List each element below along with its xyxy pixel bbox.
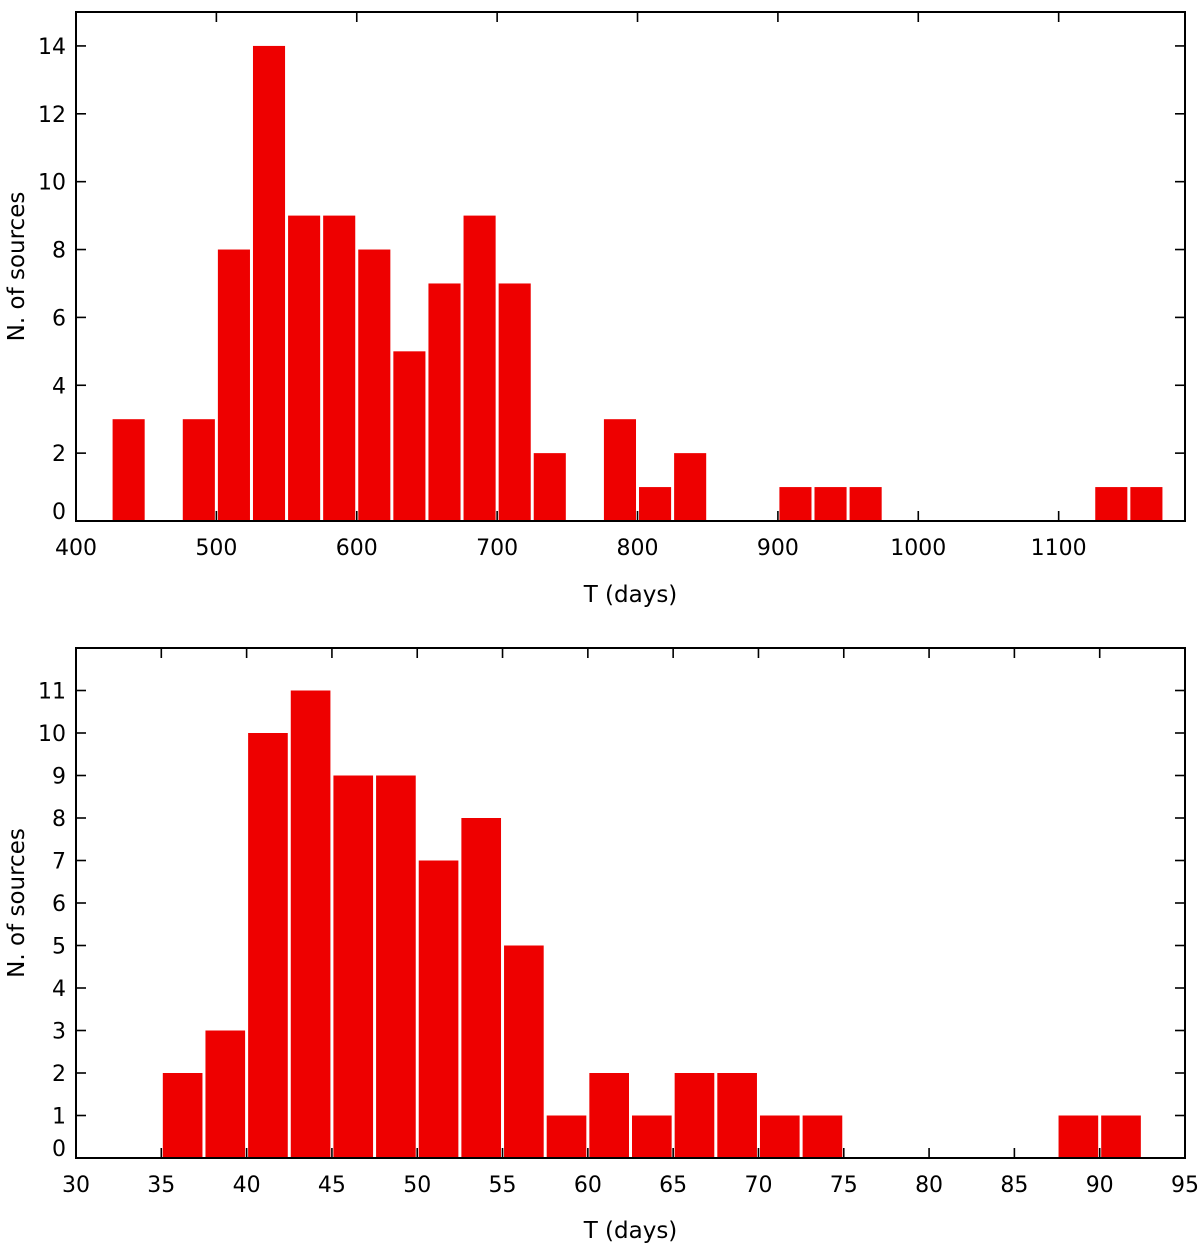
top-histogram-bar xyxy=(288,215,321,521)
top-histogram-bar xyxy=(779,487,812,521)
bottom-x-tick-label: 85 xyxy=(1000,1173,1028,1198)
top-x-tick-label: 900 xyxy=(757,536,799,561)
top-x-tick-label: 600 xyxy=(336,536,378,561)
top-histogram-bar xyxy=(393,351,426,521)
top-histogram-bar xyxy=(358,249,391,521)
bottom-histogram-bar xyxy=(589,1073,629,1158)
bottom-y-tick-label: 10 xyxy=(38,722,66,747)
top-histogram-bar xyxy=(1130,487,1163,521)
bottom-histogram-bar xyxy=(802,1115,843,1158)
bottom-axes-frame xyxy=(75,647,1186,1159)
bottom-y-tick-label: 1 xyxy=(52,1105,66,1130)
bottom-histogram-bar xyxy=(248,733,288,1158)
top-x-tick-label: 1000 xyxy=(890,536,946,561)
bottom-x-tick-label: 60 xyxy=(574,1173,602,1198)
top-histogram-bar xyxy=(849,487,882,521)
bottom-x-tick-label: 35 xyxy=(147,1173,175,1198)
top-y-tick-label: 0 xyxy=(52,500,66,525)
bottom-y-tick-label: 2 xyxy=(52,1062,66,1087)
bottom-histogram-bar xyxy=(290,690,331,1158)
bottom-histogram-bar xyxy=(759,1115,800,1158)
bottom-x-tick-label: 65 xyxy=(659,1173,687,1198)
bottom-histogram-bar xyxy=(674,1073,715,1158)
bottom-x-tick-label: 45 xyxy=(318,1173,346,1198)
bottom-x-tick-label: 95 xyxy=(1171,1173,1199,1198)
top-histogram-bar xyxy=(1095,487,1128,521)
top-y-axis-label: N. of sources xyxy=(4,192,30,342)
bottom-histogram-bar xyxy=(632,1115,672,1158)
bottom-histogram-bar xyxy=(461,818,502,1158)
bottom-histogram-bar xyxy=(418,860,459,1158)
top-y-tick-label: 14 xyxy=(38,35,66,60)
top-x-axis-label: T (days) xyxy=(583,582,678,608)
top-axes-frame xyxy=(75,11,1186,522)
bottom-histogram-bar xyxy=(546,1115,587,1158)
bottom-histogram-bar xyxy=(376,775,416,1158)
top-histogram-bar xyxy=(463,215,496,521)
top-histogram-bar xyxy=(252,45,286,522)
bottom-histogram-bar xyxy=(504,945,544,1158)
bottom-x-tick-label: 70 xyxy=(744,1173,772,1198)
top-histogram-bar xyxy=(674,453,707,521)
bottom-y-tick-label: 0 xyxy=(52,1137,66,1162)
bottom-x-tick-label: 55 xyxy=(489,1173,517,1198)
top-y-tick-label: 2 xyxy=(52,442,66,467)
bottom-x-tick-label: 75 xyxy=(830,1173,858,1198)
bottom-x-tick-label: 40 xyxy=(233,1173,261,1198)
bottom-y-tick-label: 3 xyxy=(52,1020,66,1045)
bottom-x-tick-label: 50 xyxy=(403,1173,431,1198)
top-histogram-bar xyxy=(533,453,566,521)
bottom-histogram-bar xyxy=(1101,1115,1141,1158)
bottom-x-axis-label: T (days) xyxy=(583,1218,678,1244)
top-x-tick-label: 400 xyxy=(55,536,97,561)
bottom-y-axis-label: N. of sources xyxy=(4,828,30,978)
top-y-tick-label: 10 xyxy=(38,171,66,196)
bottom-y-tick-label: 9 xyxy=(52,765,66,790)
bottom-histogram-bar xyxy=(205,1030,246,1158)
bottom-x-tick-label: 30 xyxy=(62,1173,90,1198)
top-histogram-bar xyxy=(182,419,215,521)
top-x-tick-label: 1100 xyxy=(1031,536,1087,561)
top-histogram-bar xyxy=(323,215,356,521)
top-histogram-bar xyxy=(112,419,145,521)
bottom-histogram-bar xyxy=(333,775,374,1158)
bottom-y-tick-label: 8 xyxy=(52,807,66,832)
bottom-y-tick-label: 7 xyxy=(52,850,66,875)
top-histogram-bar xyxy=(217,249,250,521)
bottom-x-tick-label: 80 xyxy=(915,1173,943,1198)
bottom-x-tick-label: 90 xyxy=(1086,1173,1114,1198)
top-x-tick-label: 500 xyxy=(195,536,237,561)
bottom-histogram-bar xyxy=(1058,1115,1099,1158)
top-y-tick-label: 12 xyxy=(38,103,66,128)
bottom-y-tick-label: 4 xyxy=(52,977,66,1002)
bottom-histogram-bar xyxy=(717,1073,757,1158)
top-histogram-bar xyxy=(639,487,672,521)
top-x-tick-label: 800 xyxy=(617,536,659,561)
bottom-histogram-bar xyxy=(162,1073,203,1158)
bottom-y-tick-label: 5 xyxy=(52,935,66,960)
top-histogram-bar xyxy=(498,283,531,521)
top-y-tick-label: 8 xyxy=(52,239,66,264)
bottom-y-tick-label: 6 xyxy=(52,892,66,917)
top-x-tick-label: 700 xyxy=(476,536,518,561)
top-histogram-panel: 400 500 600 700 800 900 1000 1100 0 2 4 6 8 10 12 14 T (… xyxy=(4,11,1186,608)
bottom-y-tick-label: 11 xyxy=(38,680,66,705)
top-histogram-bar xyxy=(428,283,461,521)
top-histogram-bar xyxy=(603,419,637,521)
bottom-histogram-panel: 30 35 40 45 50 55 60 65 70 75 80 85 90 95012345678910… xyxy=(4,647,1199,1244)
top-y-tick-label: 6 xyxy=(52,306,66,331)
top-histogram-bar xyxy=(814,487,847,521)
top-y-tick-label: 4 xyxy=(52,374,66,399)
